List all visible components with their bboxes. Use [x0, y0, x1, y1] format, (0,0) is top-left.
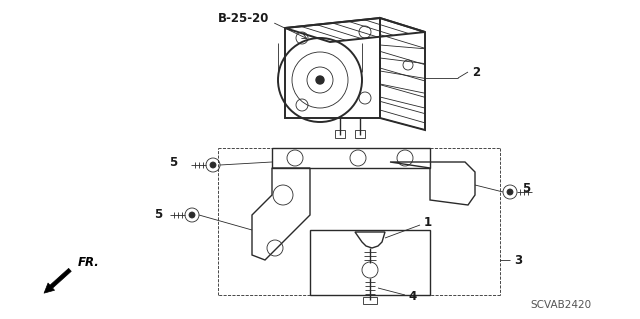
Text: 1: 1 [424, 216, 432, 228]
Circle shape [210, 162, 216, 168]
Circle shape [507, 189, 513, 195]
Text: 5: 5 [169, 155, 177, 168]
Text: SCVAB2420: SCVAB2420 [530, 300, 591, 310]
Text: B-25-20: B-25-20 [218, 11, 269, 25]
Circle shape [316, 76, 324, 84]
Text: 4: 4 [408, 291, 416, 303]
Text: 5: 5 [154, 209, 162, 221]
Text: 3: 3 [514, 254, 522, 266]
Circle shape [189, 212, 195, 218]
Text: 2: 2 [472, 65, 480, 78]
Text: 5: 5 [522, 182, 531, 195]
Text: FR.: FR. [78, 256, 100, 270]
